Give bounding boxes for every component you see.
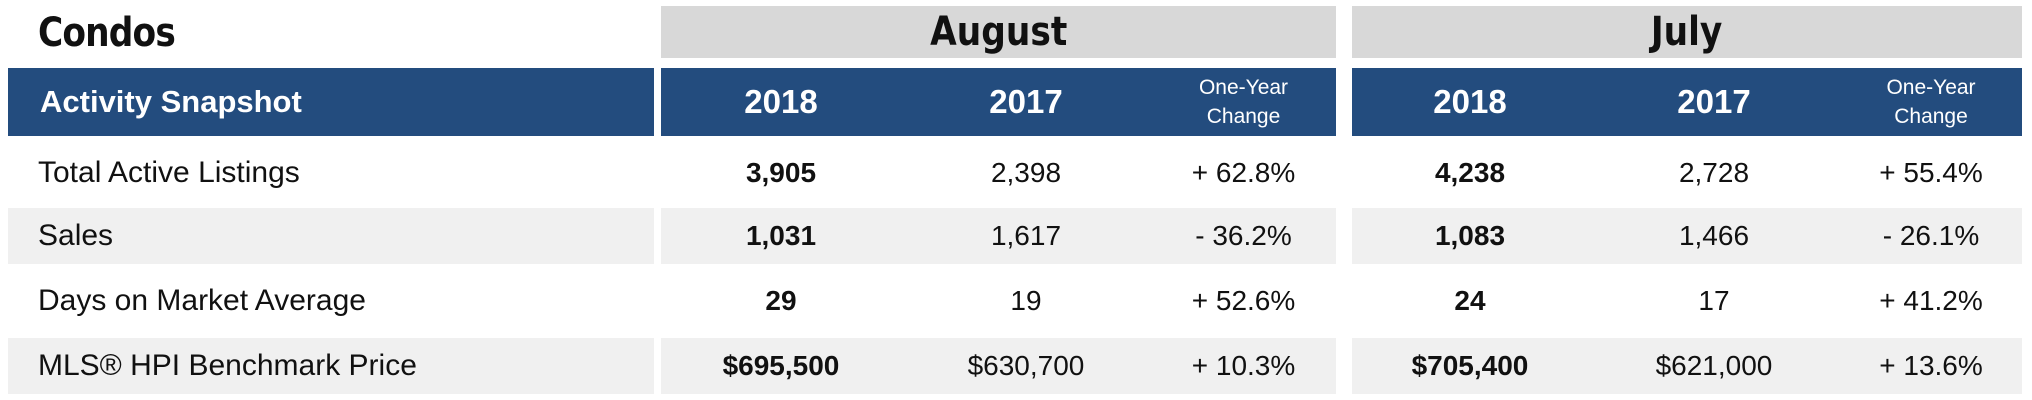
row-label-days-on-market: Days on Market Average (38, 284, 366, 317)
month-header-july: July (1352, 6, 2022, 58)
cell-jul-2018: 4,238 (1434, 157, 1506, 188)
cell-aug-change: - 36.2% (1195, 220, 1292, 251)
cell-jul-2018: $705,400 (1411, 350, 1529, 381)
cell-aug-2018: 1,031 (745, 220, 817, 251)
cell-aug-change: + 52.6% (1191, 285, 1296, 316)
cell-jul-2017: $621,000 (1655, 350, 1773, 381)
cell-jul-change: + 13.6% (1879, 350, 1983, 381)
header-one-year-change: One-Year Change (1151, 68, 1336, 136)
header-change-line2: Change (1894, 105, 1968, 128)
cell-jul-2017: 1,466 (1678, 220, 1750, 251)
cell-aug-2017: 1,617 (990, 220, 1062, 251)
row-stripe (1352, 208, 2022, 264)
cell-aug-2018: 3,905 (745, 157, 817, 188)
row-stripe (1352, 338, 2022, 394)
cell-jul-2018: 24 (1454, 285, 1486, 316)
row-stripe (661, 208, 1336, 264)
month-label: July (1651, 9, 1723, 55)
header-activity-snapshot: Activity Snapshot (8, 68, 654, 136)
cell-aug-2017: 2,398 (990, 157, 1062, 188)
cell-jul-change: + 41.2% (1879, 285, 1983, 316)
month-header-august: August (661, 6, 1336, 58)
table-title: Condos (38, 10, 176, 56)
cell-aug-2018: 29 (765, 285, 797, 316)
cell-jul-change: + 55.4% (1879, 157, 1983, 188)
header-year-2018: 2018 (744, 83, 818, 120)
header-year-2017: 2017 (1677, 83, 1751, 120)
month-label: August (929, 9, 1068, 55)
cell-jul-change: - 26.1% (1882, 220, 1980, 251)
row-stripe (661, 338, 1336, 394)
header-year-2018: 2018 (1433, 83, 1507, 120)
row-stripe (8, 338, 654, 394)
cell-jul-2018: 1,083 (1434, 220, 1506, 251)
cell-aug-2018: $695,500 (722, 350, 840, 381)
cell-aug-2017: 19 (1010, 285, 1042, 316)
header-year-2017: 2017 (989, 83, 1063, 120)
cell-aug-change: + 10.3% (1191, 350, 1296, 381)
cell-aug-change: + 62.8% (1191, 157, 1296, 188)
cell-jul-2017: 17 (1698, 285, 1730, 316)
header-change-line1: One-Year (1886, 76, 1976, 99)
header-change-line2: Change (1206, 105, 1281, 128)
row-stripe (8, 208, 654, 264)
header-one-year-change: One-Year Change (1840, 68, 2022, 136)
header-change-line1: One-Year (1198, 76, 1289, 99)
row-label-hpi-benchmark-price: MLS® HPI Benchmark Price (38, 349, 417, 382)
header-july: 2018 2017 One-Year Change (1352, 68, 2022, 136)
header-label: Activity Snapshot (40, 84, 302, 119)
cell-jul-2017: 2,728 (1678, 157, 1750, 188)
header-august: 2018 2017 One-Year Change (661, 68, 1336, 136)
row-label-sales: Sales (38, 219, 114, 252)
cell-aug-2017: $630,700 (967, 350, 1085, 381)
row-label-total-active-listings: Total Active Listings (38, 156, 300, 189)
